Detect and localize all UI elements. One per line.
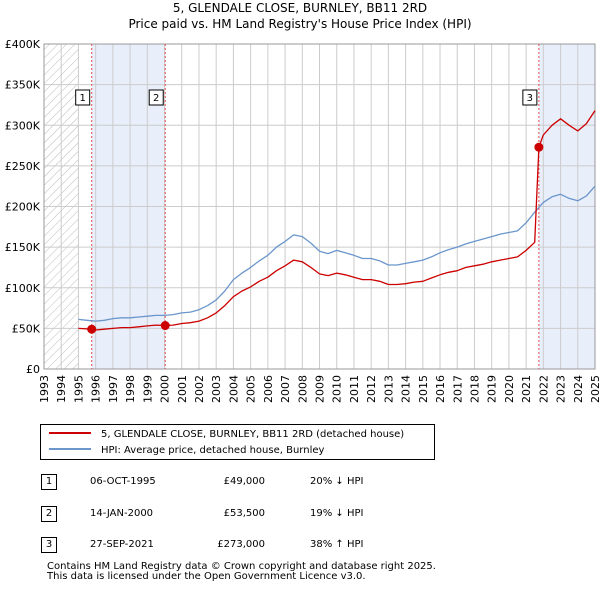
- x-tick-label: 2013: [382, 375, 395, 403]
- transaction-hpi-change: 20% ↓ HPI: [310, 476, 364, 487]
- plot-border: [43, 43, 596, 370]
- transaction-price: £53,500: [223, 508, 265, 519]
- sale-marker-box: [75, 89, 91, 106]
- y-tick-label: £400K: [5, 38, 41, 51]
- y-tick-label: £200K: [5, 201, 41, 214]
- x-tick-label: 2018: [468, 375, 481, 403]
- sale-marker-label: 1: [80, 93, 86, 104]
- transaction-hpi-change: 19% ↓ HPI: [310, 508, 364, 519]
- x-tick-label: 2009: [314, 375, 327, 403]
- x-tick-label: 2000: [159, 375, 172, 403]
- sale-marker-box: [148, 89, 164, 106]
- x-tick-label: 2017: [451, 375, 464, 403]
- x-tick-label: 2023: [555, 375, 568, 403]
- x-tick-label: 2008: [296, 375, 309, 403]
- transaction-hpi-change: 38% ↑ HPI: [310, 539, 364, 550]
- x-tick-label: 2003: [210, 375, 223, 403]
- legend-label-property: 5, GLENDALE CLOSE, BURNLEY, BB11 2RD (de…: [101, 429, 405, 440]
- legend: 5, GLENDALE CLOSE, BURNLEY, BB11 2RD (de…: [40, 424, 435, 460]
- x-tick-label: 2007: [279, 375, 292, 403]
- x-tick-label: 2020: [503, 375, 516, 403]
- transaction-date: 27-SEP-2021: [90, 539, 154, 550]
- legend-swatch-hpi: [49, 448, 91, 450]
- chart-title-line-2: Price paid vs. HM Land Registry's House …: [128, 17, 472, 31]
- x-tick-label: 1994: [55, 375, 68, 403]
- transaction-number: 3: [41, 537, 57, 553]
- legend-swatch-property: [49, 432, 91, 434]
- transaction-number: 1: [41, 474, 57, 490]
- hpi-series-line: [78, 185, 596, 322]
- y-tick-label: £100K: [5, 282, 41, 295]
- sale-point: [160, 321, 170, 331]
- x-tick-label: 2015: [417, 375, 430, 403]
- y-tick-label: £0: [26, 363, 40, 376]
- x-tick-label: 2019: [486, 375, 499, 403]
- transaction-date: 06-OCT-1995: [90, 476, 156, 487]
- sale-marker-label: 3: [527, 93, 533, 104]
- y-tick-label: £300K: [5, 119, 41, 132]
- y-tick-label: £250K: [5, 160, 41, 173]
- price-chart: £0 £50K £100K £150K £200K £250K £300K £350K £400…: [5, 38, 600, 403]
- x-tick-label: 1995: [72, 375, 85, 403]
- x-tick-label: 1997: [107, 375, 120, 403]
- chart-title-line-1: 5, GLENDALE CLOSE, BURNLEY, BB11 2RD: [172, 1, 428, 15]
- x-tick-label: 2016: [434, 375, 447, 403]
- legend-label-hpi: HPI: Average price, detached house, Burn…: [101, 445, 325, 456]
- transaction-price: £273,000: [217, 539, 265, 550]
- x-tick-label: 2010: [331, 375, 344, 403]
- x-tick-label: 1998: [124, 375, 137, 403]
- x-tick-label: 2025: [589, 375, 600, 403]
- x-tick-label: 2021: [520, 375, 533, 403]
- transaction-price: £49,000: [223, 476, 265, 487]
- y-tick-label: £50K: [12, 322, 41, 335]
- x-tick-label: 2022: [537, 375, 550, 403]
- x-tick-label: 2005: [245, 375, 258, 403]
- sale-marker-box: [522, 89, 538, 106]
- legend-item-property: 5, GLENDALE CLOSE, BURNLEY, BB11 2RD (de…: [49, 428, 404, 442]
- x-tick-label: 2006: [262, 375, 275, 403]
- sale-marker-label: 2: [153, 93, 159, 104]
- x-tick-label: 2024: [572, 375, 585, 403]
- x-tick-label: 1993: [38, 375, 51, 403]
- footer-licence: This data is licensed under the Open Gov…: [47, 571, 366, 582]
- legend-item-hpi: HPI: Average price, detached house, Burn…: [49, 444, 324, 458]
- y-tick-label: £150K: [5, 241, 41, 254]
- sale-point: [534, 142, 544, 152]
- x-tick-label: 2002: [193, 375, 206, 403]
- x-tick-label: 2011: [348, 375, 361, 403]
- x-tick-label: 1996: [90, 375, 103, 403]
- x-tick-label: 2012: [365, 375, 378, 403]
- sale-point: [87, 324, 97, 334]
- x-tick-label: 2014: [400, 375, 413, 403]
- x-tick-label: 2001: [176, 375, 189, 403]
- footer-copyright: Contains HM Land Registry data © Crown c…: [47, 561, 436, 572]
- transaction-number: 2: [41, 506, 57, 522]
- x-tick-label: 2004: [227, 375, 240, 403]
- x-tick-label: 1999: [141, 375, 154, 403]
- y-tick-label: £350K: [5, 79, 41, 92]
- transaction-date: 14-JAN-2000: [90, 508, 154, 519]
